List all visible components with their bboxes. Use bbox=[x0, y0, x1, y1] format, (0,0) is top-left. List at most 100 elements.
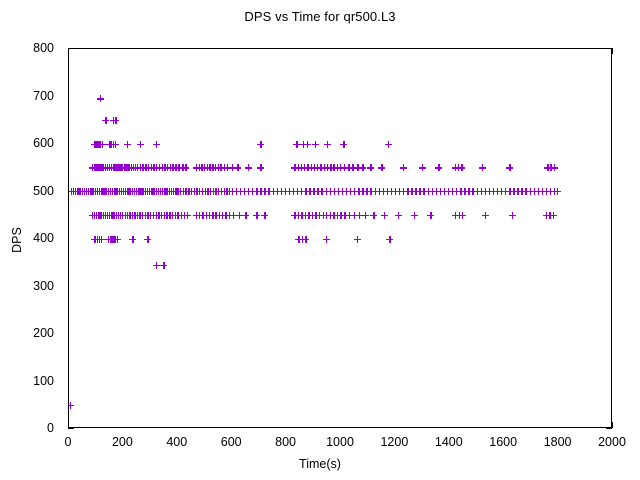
scatter-point bbox=[144, 235, 152, 243]
scatter-point bbox=[306, 188, 314, 195]
scatter-point bbox=[314, 188, 322, 195]
scatter-point bbox=[347, 188, 355, 195]
x-tick-label: 800 bbox=[275, 435, 297, 449]
y-tick-label: 800 bbox=[33, 41, 54, 55]
scatter-point bbox=[69, 401, 74, 409]
scatter-point bbox=[444, 188, 452, 195]
scatter-point bbox=[182, 164, 190, 172]
scatter-point bbox=[481, 211, 489, 219]
scatter-point bbox=[354, 164, 362, 172]
scatter-point bbox=[367, 188, 375, 195]
scatter-point bbox=[353, 235, 361, 243]
scatter-point bbox=[493, 188, 501, 195]
plot-area bbox=[68, 48, 612, 428]
scatter-point bbox=[245, 188, 253, 195]
scatter-point bbox=[506, 164, 514, 172]
scatter-point bbox=[269, 188, 277, 195]
scatter-point bbox=[440, 188, 448, 195]
scatter-point bbox=[436, 188, 444, 195]
scatter-point bbox=[477, 188, 485, 195]
scatter-point bbox=[345, 164, 353, 172]
scatter-point bbox=[458, 164, 466, 172]
scatter-point bbox=[379, 188, 387, 195]
scatter-point bbox=[549, 211, 557, 219]
scatter-point bbox=[526, 188, 534, 195]
scatter-point bbox=[370, 211, 378, 219]
scatter-point bbox=[361, 211, 369, 219]
scatter-point bbox=[345, 211, 353, 219]
scatter-point bbox=[355, 211, 363, 219]
scatter-point bbox=[123, 140, 131, 148]
scatter-point bbox=[349, 164, 357, 172]
scatter-point bbox=[310, 188, 318, 195]
scatter-point bbox=[245, 164, 253, 172]
x-tick-label: 1200 bbox=[380, 435, 409, 449]
scatter-point bbox=[510, 188, 518, 195]
scatter-point bbox=[303, 140, 311, 148]
scatter-point bbox=[400, 164, 408, 172]
scatter-point bbox=[273, 188, 281, 195]
scatter-point bbox=[383, 188, 391, 195]
scatter-point bbox=[489, 188, 497, 195]
scatter-point bbox=[98, 140, 106, 148]
scatter-point bbox=[375, 188, 383, 195]
scatter-point bbox=[424, 188, 432, 195]
scatter-point bbox=[257, 140, 265, 148]
scatter-point bbox=[97, 235, 105, 243]
y-tick-label: 200 bbox=[33, 326, 54, 340]
y-tick-label: 600 bbox=[33, 136, 54, 150]
scatter-point bbox=[322, 235, 330, 243]
scatter-point bbox=[351, 188, 359, 195]
y-tick-label: 100 bbox=[33, 373, 54, 388]
scatter-point bbox=[419, 164, 427, 172]
scatter-point bbox=[113, 235, 121, 243]
scatter-point bbox=[428, 188, 436, 195]
x-tick-label: 1000 bbox=[326, 435, 354, 449]
scatter-point bbox=[102, 116, 110, 124]
scatter-point bbox=[240, 188, 248, 195]
scatter-point bbox=[522, 188, 530, 195]
x-tick-label: 400 bbox=[166, 435, 188, 449]
y-tick-mark-right bbox=[606, 428, 612, 429]
x-tick-label: 1400 bbox=[434, 435, 463, 449]
scatter-point bbox=[236, 188, 244, 195]
y-tick-label: 700 bbox=[33, 88, 54, 103]
scatter-point bbox=[97, 95, 105, 103]
scatter-point bbox=[285, 188, 293, 195]
x-tick-label: 1800 bbox=[543, 435, 572, 449]
scatter-point bbox=[420, 188, 428, 195]
scatter-point bbox=[457, 188, 465, 195]
y-tick-label: 300 bbox=[33, 278, 54, 293]
scatter-point bbox=[451, 211, 459, 219]
scatter-point bbox=[322, 188, 330, 195]
scatter-point bbox=[381, 211, 389, 219]
scatter-point bbox=[302, 235, 310, 243]
scatter-point bbox=[481, 188, 489, 195]
scatter-point bbox=[336, 164, 344, 172]
scatter-point bbox=[293, 188, 301, 195]
x-tick-mark-top bbox=[612, 48, 613, 54]
scatter-point bbox=[427, 211, 435, 219]
scatter-point bbox=[359, 164, 367, 172]
y-tick-label: 500 bbox=[33, 183, 54, 198]
scatter-point bbox=[293, 140, 301, 148]
scatter-point bbox=[337, 211, 345, 219]
scatter-point bbox=[412, 188, 420, 195]
scatter-point bbox=[473, 188, 481, 195]
scatter-point bbox=[461, 188, 469, 195]
scatter-point bbox=[385, 140, 393, 148]
scatter-point bbox=[323, 140, 331, 148]
scatter-point bbox=[136, 140, 144, 148]
scatter-point bbox=[175, 164, 183, 172]
scatter-point bbox=[302, 188, 310, 195]
scatter-point bbox=[341, 211, 349, 219]
scatter-point bbox=[359, 188, 367, 195]
scatter-point bbox=[502, 188, 510, 195]
scatter-point bbox=[265, 188, 273, 195]
scatter-point bbox=[410, 211, 418, 219]
scatter-point bbox=[546, 188, 554, 195]
scatter-point bbox=[350, 211, 358, 219]
scatter-point bbox=[469, 188, 477, 195]
scatter-point bbox=[458, 211, 466, 219]
scatter-point bbox=[184, 211, 192, 219]
